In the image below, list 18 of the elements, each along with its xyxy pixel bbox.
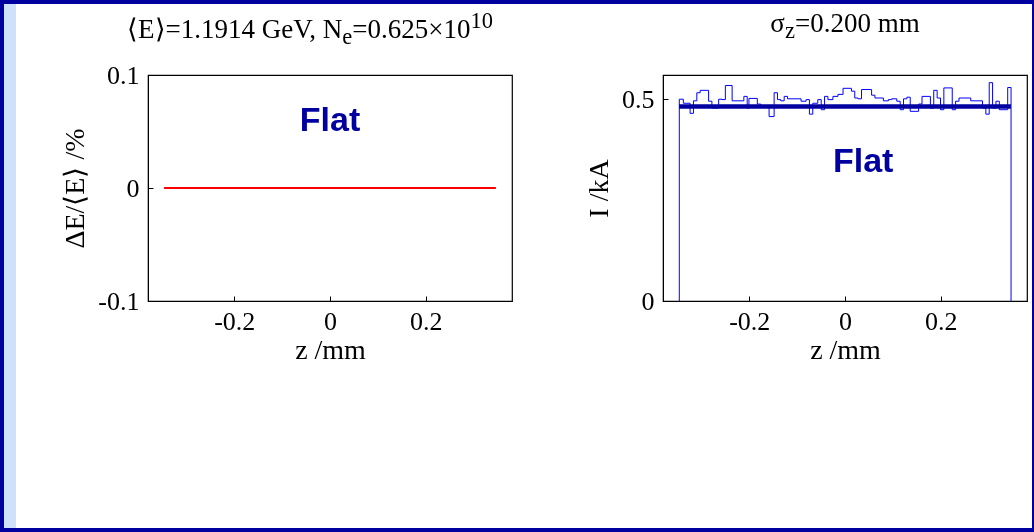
x-axis-title: z /mm: [295, 333, 367, 365]
x-tick-label: 0: [324, 306, 337, 336]
x-tick-label: 0.2: [410, 306, 443, 336]
chart-title: ⟨E⟩=1.1914 GeV, N$_{e}$=0.625×10$^{10}$: [127, 8, 493, 51]
x-tick-label: -0.2: [729, 306, 771, 336]
y-axis-title: I /kA: [583, 158, 614, 218]
x-tick-label: 0: [839, 306, 852, 336]
annotation: Flat: [299, 100, 361, 140]
x-tick-label: -0.2: [214, 306, 256, 336]
y-tick-label: -0.1: [98, 286, 140, 316]
x-tick-label: 0.2: [925, 306, 958, 336]
y-tick-label: 0: [126, 173, 140, 203]
y-tick-label: 0.1: [107, 60, 140, 90]
chart-title: σ$_{z}$=0.200 mm: [770, 8, 920, 45]
annotation: Flat: [832, 140, 894, 180]
x-axis-title: z /mm: [810, 333, 882, 365]
y-axis-title: ΔE/⟨E⟩ /%: [59, 128, 91, 249]
y-tick-label: 0.5: [622, 84, 655, 114]
